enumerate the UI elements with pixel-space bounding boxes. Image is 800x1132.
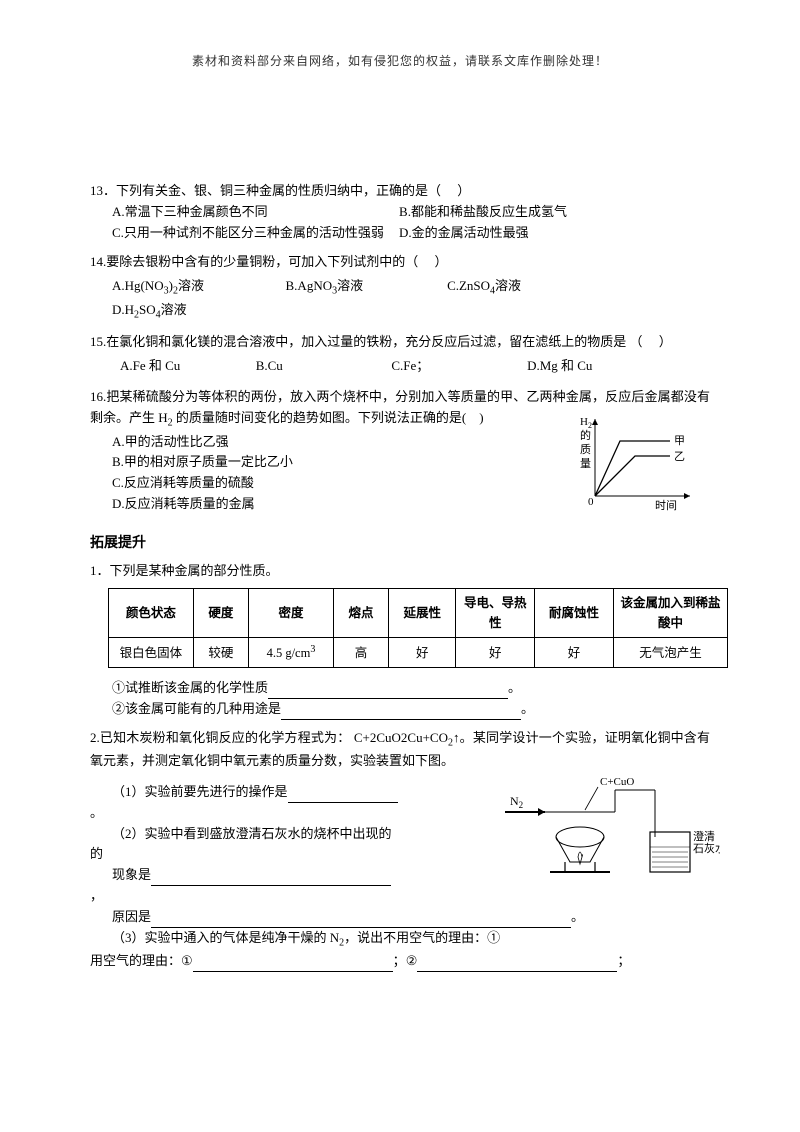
q15-opt-b: B.Cu — [256, 356, 392, 377]
cell-hardness: 较硬 — [193, 637, 248, 667]
section-title: 拓展提升 — [90, 533, 710, 555]
apparatus-diagram: N2 C+CuO 澄清 石灰 — [500, 772, 720, 922]
cuo-label: C+CuO — [600, 776, 634, 788]
question-16: 16.把某稀硫酸分为等体积的两份，放入两个烧杯中，分别加入等质量的甲、乙两种金属… — [90, 387, 710, 515]
q14-opt-b: B.AgNO3溶液 — [286, 276, 418, 300]
origin-label: 0 — [588, 496, 594, 508]
cell-color: 银白色固体 — [109, 637, 194, 667]
col-mp: 熔点 — [333, 588, 388, 637]
x-label: 时间 — [655, 499, 677, 511]
blank-3[interactable] — [288, 788, 398, 803]
blank-7[interactable] — [417, 957, 617, 972]
ext-q2: 2.已知木炭粉和氧化铜反应的化学方程式为： C+2CuO2Cu+CO2↑。某同学… — [90, 728, 710, 972]
y-label-2: 的 — [580, 428, 591, 442]
p1-line1: ①试推断该金属的化学性质。 — [112, 678, 710, 699]
blank-2[interactable] — [281, 705, 521, 720]
col-ductile: 延展性 — [389, 588, 456, 637]
limewater-label-1: 澄清 — [693, 829, 715, 843]
q15-opt-c: C.Fe； — [391, 356, 527, 377]
series-jia: 甲 — [674, 435, 685, 447]
q15-opt-a: A.Fe 和 Cu — [120, 356, 256, 377]
metal-property-table: 颜色状态 硬度 密度 熔点 延展性 导电、导热性 耐腐蚀性 该金属加入到稀盐酸中… — [108, 588, 728, 668]
cell-ductile: 好 — [389, 637, 456, 667]
col-conduct: 导电、导热性 — [456, 588, 535, 637]
cell-mp: 高 — [333, 637, 388, 667]
p1-line2: ②该金属可能有的几种用途是。 — [112, 699, 710, 720]
col-color: 颜色状态 — [109, 588, 194, 637]
cell-conduct: 好 — [456, 637, 535, 667]
q14-stem: 14.要除去银粉中含有的少量铜粉，可加入下列试剂中的（ ） — [90, 252, 710, 273]
p2-item3-row: 用空气的理由：①；②； — [90, 951, 710, 972]
p2-item1: （1）实验前要先进行的操作是 — [112, 782, 432, 803]
blank-6[interactable] — [193, 957, 393, 972]
worksheet-page: 素材和资料部分来自网络，如有侵犯您的权益，请联系文库作删除处理！ 13．下列有关… — [0, 0, 800, 1132]
y-label-3: 质 — [580, 443, 591, 456]
cell-hcl: 无气泡产生 — [613, 637, 727, 667]
question-14: 14.要除去银粉中含有的少量铜粉，可加入下列试剂中的（ ） A.Hg(NO3)2… — [90, 252, 710, 324]
q15-stem: 15.在氯化铜和氯化镁的混合溶液中，加入过量的铁粉，充分反应后过滤，留在滤纸上的… — [90, 332, 710, 353]
limewater-label-2: 石灰水 — [693, 841, 720, 855]
y-label: H2 — [580, 416, 592, 430]
blank-1[interactable] — [268, 684, 508, 699]
blank-4[interactable] — [151, 871, 391, 886]
cell-density: 4.5 g/cm3 — [249, 637, 334, 667]
col-corrosion: 耐腐蚀性 — [535, 588, 614, 637]
col-hardness: 硬度 — [193, 588, 248, 637]
col-density: 密度 — [249, 588, 334, 637]
p2-item2b: 现象是 — [112, 865, 432, 886]
q13-opt-a: A.常温下三种金属颜色不同 — [112, 202, 399, 223]
p2-stem: 2.已知木炭粉和氧化铜反应的化学方程式为： C+2CuO2Cu+CO2↑。某同学… — [90, 728, 710, 772]
q14-opt-d: D.H2SO4溶液 — [112, 300, 244, 324]
cell-corrosion: 好 — [535, 637, 614, 667]
n2-label: N2 — [510, 794, 523, 810]
p2-item2a: （2）实验中看到盛放澄清石灰水的烧杯中出现的 — [112, 824, 432, 845]
header-disclaimer: 素材和资料部分来自网络，如有侵犯您的权益，请联系文库作删除处理！ — [90, 52, 710, 71]
ext-q1: 1．下列是某种金属的部分性质。 颜色状态 硬度 密度 熔点 延展性 导电、导热性… — [90, 561, 710, 720]
col-hcl: 该金属加入到稀盐酸中 — [613, 588, 727, 637]
q13-opt-b: B.都能和稀盐酸反应生成氢气 — [399, 202, 686, 223]
q16-graph: H2 的 质 量 甲 乙 0 时间 — [570, 411, 700, 511]
q14-opt-a: A.Hg(NO3)2溶液 — [112, 276, 256, 300]
y-label-4: 量 — [580, 457, 591, 470]
p1-stem: 1．下列是某种金属的部分性质。 — [90, 561, 710, 582]
series-yi: 乙 — [674, 450, 685, 463]
q13-opt-c: C.只用一种试剂不能区分三种金属的活动性强弱 — [112, 223, 399, 244]
q13-stem: 13．下列有关金、银、铜三种金属的性质归纳中，正确的是（ ） — [90, 181, 710, 202]
q13-opt-d: D.金的金属活动性最强 — [399, 223, 686, 244]
q15-opt-d: D.Mg 和 Cu — [527, 356, 663, 377]
q14-opt-c: C.ZnSO4溶液 — [447, 276, 579, 300]
p2-item3: （3）实验中通入的气体是纯净干燥的 N2，说出不用空气的理由：① — [112, 928, 710, 952]
question-13: 13．下列有关金、银、铜三种金属的性质归纳中，正确的是（ ） A.常温下三种金属… — [90, 181, 710, 243]
question-15: 15.在氯化铜和氯化镁的混合溶液中，加入过量的铁粉，充分反应后过滤，留在滤纸上的… — [90, 332, 710, 378]
